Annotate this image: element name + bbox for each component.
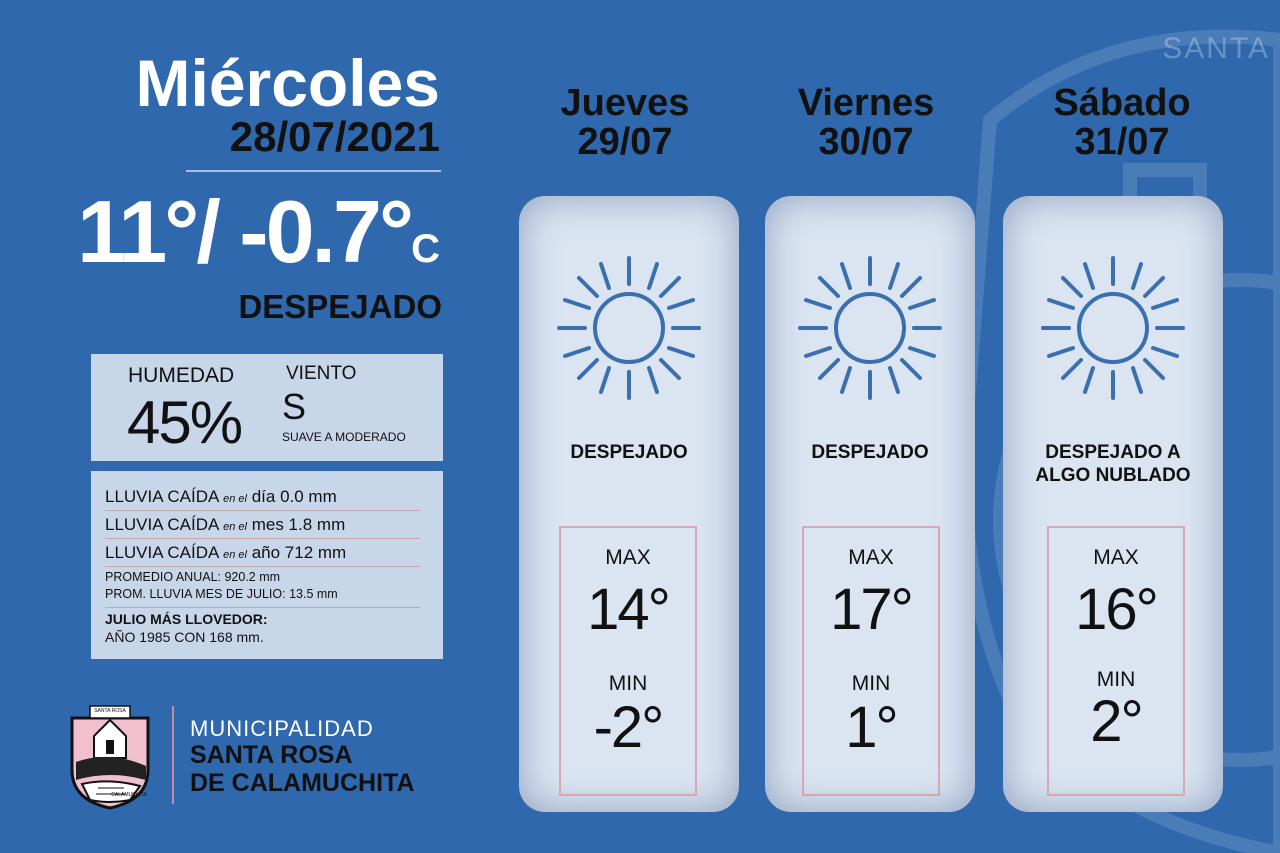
forecast-card: DESPEJADO A ALGO NUBLADO MAX 16° MIN 2° [1003, 196, 1223, 812]
forecast-day: Sábado [1053, 82, 1191, 124]
wind-label: VIENTO [286, 363, 357, 384]
today-temperature: 11°/ -0.7°C [60, 188, 440, 276]
min-label: MIN [608, 672, 648, 695]
forecast-temperature-box: MAX 16° MIN 2° [1047, 526, 1185, 796]
rain-row-label: LLUVIA CAÍDA [105, 543, 219, 562]
divider [186, 170, 441, 172]
max-value: 14° [587, 577, 671, 642]
min-label: MIN [851, 672, 891, 695]
rain-row-day: LLUVIA CAÍDA en el día 0.0 mm [105, 483, 420, 511]
forecast-card: DESPEJADO MAX 14° MIN -2° [519, 196, 739, 812]
rain-row-value: mes 1.8 mm [251, 515, 346, 534]
rain-row-label: LLUVIA CAÍDA [105, 515, 219, 534]
forecast-day: Viernes [797, 82, 935, 124]
max-value: 16° [1075, 577, 1159, 642]
divider [105, 607, 420, 608]
rain-row-value: día 0.0 mm [251, 487, 337, 506]
rain-row-pre: en el [223, 521, 247, 533]
sun-icon [1041, 256, 1185, 400]
forecast-date: 31/07 [1074, 121, 1170, 163]
rain-july-average: PROM. LLUVIA MES DE JULIO: 13.5 mm [105, 587, 338, 601]
rain-panel: LLUVIA CAÍDA en el día 0.0 mm LLUVIA CAÍ… [91, 471, 443, 659]
rain-row-month: LLUVIA CAÍDA en el mes 1.8 mm [105, 511, 420, 539]
rain-annual-average: PROMEDIO ANUAL: 920.2 mm [105, 570, 281, 584]
rainiest-july-value: AÑO 1985 CON 168 mm. [105, 629, 264, 645]
min-value: -2° [593, 695, 665, 760]
min-value: 2° [1090, 689, 1143, 754]
today-condition: DESPEJADO [238, 288, 442, 325]
sun-icon [798, 256, 942, 400]
humidity-label: HUMEDAD [128, 364, 235, 387]
wind-direction: S [282, 386, 307, 427]
temperature-unit: C [411, 227, 440, 271]
logo-line-region: DE CALAMUCHITA [190, 769, 415, 797]
forecast-day: Jueves [560, 82, 690, 124]
forecast-condition: DESPEJADO [570, 442, 688, 463]
humidity-wind-panel: HUMEDAD 45% VIENTO S SUAVE A MODERADO [91, 354, 443, 461]
max-label: MAX [1093, 546, 1139, 569]
rain-row-value: año 712 mm [251, 543, 347, 562]
rain-row-pre: en el [223, 549, 247, 561]
today-date: 28/07/2021 [229, 113, 440, 160]
rain-row-pre: en el [223, 493, 247, 505]
municipality-logo [70, 705, 150, 810]
today-temperature-value: 11°/ -0.7° [77, 182, 414, 281]
sun-icon [557, 256, 701, 400]
forecast-header: Viernes 30/07 [756, 84, 976, 164]
logo-line-town: SANTA ROSA [190, 741, 353, 769]
humidity-value: 45% [127, 389, 243, 456]
forecast-header: Jueves 29/07 [515, 84, 735, 164]
forecast-date: 30/07 [818, 121, 914, 163]
divider [172, 706, 174, 804]
forecast-header: Sábado 31/07 [1012, 84, 1232, 164]
forecast-condition: DESPEJADO [811, 442, 929, 463]
max-value: 17° [830, 577, 914, 642]
rain-row-year: LLUVIA CAÍDA en el año 712 mm [105, 539, 420, 567]
logo-badge-bottom: CALAMUCHITA [111, 792, 147, 798]
forecast-temperature-box: MAX 14° MIN -2° [559, 526, 697, 796]
min-label: MIN [1096, 668, 1136, 691]
forecast-temperature-box: MAX 17° MIN 1° [802, 526, 940, 796]
max-label: MAX [605, 546, 651, 569]
emblem-watermark-text: SANTA [1162, 32, 1270, 65]
forecast-card: DESPEJADO MAX 17° MIN 1° [765, 196, 975, 812]
min-value: 1° [845, 695, 898, 760]
rain-row-label: LLUVIA CAÍDA [105, 487, 219, 506]
logo-line-municipality: MUNICIPALIDAD [190, 716, 374, 741]
forecast-date: 29/07 [577, 121, 673, 163]
max-label: MAX [848, 546, 894, 569]
logo-badge-top: SANTA ROSA [94, 708, 126, 714]
wind-description: SUAVE A MODERADO [282, 430, 406, 444]
forecast-condition: DESPEJADO A ALGO NUBLADO [1035, 442, 1191, 486]
rainiest-july-title: JULIO MÁS LLOVEDOR: [105, 611, 268, 627]
today-day: Miércoles [135, 46, 440, 120]
